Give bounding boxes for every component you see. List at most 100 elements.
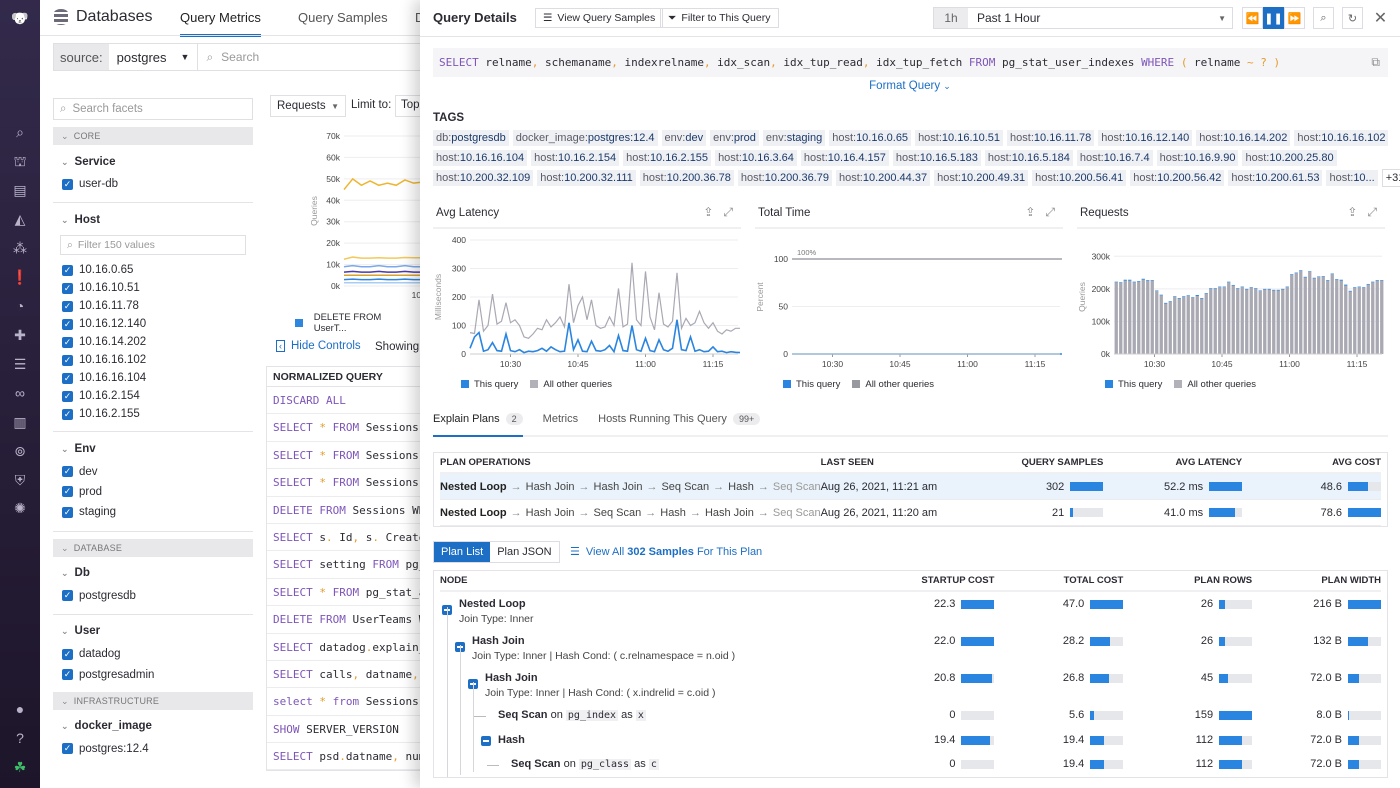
- checkbox-checked[interactable]: ✓: [62, 336, 73, 348]
- facet-value[interactable]: ✓ 10.16.2.154: [53, 387, 253, 405]
- column-header[interactable]: PLAN WIDTH: [1321, 575, 1381, 586]
- query-row[interactable]: SELECT * FROM Sessions W: [267, 414, 455, 442]
- tag[interactable]: host:10.16.5.184: [984, 150, 1073, 166]
- plugins-icon[interactable]: ✚: [14, 327, 26, 343]
- tag[interactable]: host:10.200.56.42: [1130, 170, 1225, 186]
- facet-value[interactable]: ✓ user-db: [53, 174, 253, 194]
- facet-value[interactable]: ✓ 10.16.12.140: [53, 315, 253, 333]
- export-icon[interactable]: ⇪: [703, 205, 714, 219]
- facet-value[interactable]: ✓ 10.16.16.102: [53, 351, 253, 369]
- legend-item[interactable]: This query: [1105, 379, 1162, 390]
- facet-host[interactable]: ⌄ Host: [53, 207, 253, 232]
- column-header[interactable]: QUERY SAMPLES: [1021, 457, 1104, 468]
- tag[interactable]: host:10.200.56.41: [1032, 170, 1127, 186]
- column-header[interactable]: AVG LATENCY: [1175, 457, 1243, 468]
- forward-button[interactable]: ⏩: [1284, 7, 1305, 29]
- facet-value[interactable]: ✓ 10.16.16.104: [53, 369, 253, 387]
- checkbox-checked[interactable]: ✓: [62, 300, 73, 312]
- tab-metrics[interactable]: Metrics: [543, 413, 578, 437]
- column-header[interactable]: AVG COST: [1332, 457, 1382, 468]
- facet-env[interactable]: ⌄ Env: [53, 436, 253, 461]
- facet-service[interactable]: ⌄ Service: [53, 149, 253, 174]
- checkbox-checked[interactable]: ✓: [62, 354, 73, 366]
- checkbox-checked[interactable]: ✓: [62, 590, 73, 602]
- legend-item[interactable]: DELETE FROM UserT...: [313, 312, 382, 334]
- user-avatar[interactable]: ☘: [13, 759, 27, 775]
- facet-value[interactable]: ✓ 10.16.0.65: [53, 261, 253, 279]
- tag[interactable]: host:10.16.16.104: [433, 150, 528, 166]
- tag[interactable]: host:10.200.32.109: [433, 170, 534, 186]
- monitors-icon[interactable]: ❗: [11, 269, 29, 285]
- tag[interactable]: host:10.16.0.65: [829, 130, 912, 146]
- metrics-icon[interactable]: ◭: [14, 211, 26, 227]
- query-row[interactable]: SELECT calls, datname, I: [267, 661, 455, 689]
- tag[interactable]: env:prod: [710, 130, 759, 146]
- search-input[interactable]: ⌕ Search: [198, 50, 259, 65]
- checkbox-checked[interactable]: ✓: [62, 743, 73, 755]
- notebook-icon[interactable]: ▥: [13, 414, 27, 430]
- tag[interactable]: host:10.16.10.51: [915, 130, 1004, 146]
- apm-icon[interactable]: ◔: [15, 298, 25, 314]
- format-query-button[interactable]: Format Query ⌄: [420, 80, 1400, 92]
- export-icon[interactable]: ⇪: [1347, 205, 1358, 219]
- checkbox-checked[interactable]: ✓: [62, 318, 73, 330]
- checkbox-checked[interactable]: ✓: [62, 506, 73, 518]
- facet-value[interactable]: ✓ 10.16.14.202: [53, 333, 253, 351]
- facet-value[interactable]: ✓ dev: [53, 461, 253, 481]
- facet-value[interactable]: ✓ staging: [53, 502, 253, 522]
- checkbox-checked[interactable]: ✓: [62, 408, 73, 420]
- facet-value[interactable]: ✓ prod: [53, 482, 253, 502]
- query-row[interactable]: DISCARD ALL: [267, 387, 455, 415]
- tag[interactable]: host:10.200.61.53: [1228, 170, 1323, 186]
- expand-icon[interactable]: ⤢: [723, 205, 733, 219]
- search-icon[interactable]: ⌕: [16, 124, 24, 140]
- tag[interactable]: host:10.200.25.80: [1242, 150, 1337, 166]
- query-row[interactable]: SELECT * FROM Sessions W: [267, 469, 455, 497]
- hide-controls-button[interactable]: ‹ Hide Controls: [276, 340, 361, 352]
- column-header[interactable]: STARTUP COST: [921, 575, 995, 586]
- tab-hosts-running-this-query[interactable]: Hosts Running This Query 99+: [598, 413, 761, 437]
- plan-json-button[interactable]: Plan JSON: [497, 546, 552, 558]
- logs-icon[interactable]: ☰: [13, 356, 27, 372]
- expand-icon[interactable]: ⤢: [1045, 205, 1055, 219]
- query-row[interactable]: DELETE FROM UserTeams WH: [267, 606, 455, 634]
- facet-value[interactable]: ✓ 10.16.10.51: [53, 279, 253, 297]
- legend-item[interactable]: This query: [783, 379, 840, 390]
- query-row[interactable]: SELECT psd.datname, numb: [267, 743, 455, 771]
- source-select[interactable]: postgres ▼: [109, 44, 199, 70]
- tag[interactable]: host:10...: [1326, 170, 1378, 186]
- tag[interactable]: host:10.200.32.111: [537, 170, 636, 186]
- filter-to-query-button[interactable]: ⏷ Filter to This Query: [660, 8, 779, 28]
- refresh-icon[interactable]: ↻: [1342, 7, 1363, 29]
- column-header[interactable]: NODE: [440, 575, 468, 586]
- tag[interactable]: env:dev: [661, 130, 707, 146]
- facet-filter-input[interactable]: ⌕ Filter 150 values: [60, 235, 246, 256]
- checkbox-checked[interactable]: ✓: [62, 282, 73, 294]
- tag[interactable]: host:10.16.9.90: [1156, 150, 1239, 166]
- dashboard-icon[interactable]: ▤: [13, 182, 27, 198]
- expand-icon[interactable]: ⤢: [1367, 205, 1377, 219]
- legend-item[interactable]: This query: [461, 379, 518, 390]
- integrations-icon[interactable]: ⁂: [13, 240, 27, 256]
- zoom-out-icon[interactable]: ⌕: [1313, 7, 1334, 29]
- plan-row[interactable]: Nested Loop → Hash Join → Hash Join → Seq Scan…: [440, 474, 1382, 500]
- facet-value[interactable]: ✓ postgresadmin: [53, 664, 253, 684]
- checkbox-checked[interactable]: ✓: [62, 466, 73, 478]
- rewind-button[interactable]: ⏪: [1242, 7, 1263, 29]
- tab-query-metrics[interactable]: Query Metrics: [180, 10, 261, 37]
- checkbox-checked[interactable]: ✓: [62, 372, 73, 384]
- checkbox-checked[interactable]: ✓: [62, 669, 73, 681]
- tag[interactable]: host:10.200.36.78: [639, 170, 734, 186]
- collapse-icon[interactable]: [481, 735, 491, 746]
- query-row[interactable]: SELECT * FROM Sessions w: [267, 442, 455, 470]
- security-scan-icon[interactable]: ⊚: [14, 443, 26, 459]
- tag[interactable]: host:10.16.12.140: [1098, 130, 1193, 146]
- facet-docker_image[interactable]: ⌄ docker_image: [53, 714, 253, 739]
- column-header[interactable]: LAST SEEN: [820, 457, 874, 468]
- column-header[interactable]: PLAN OPERATIONS: [440, 457, 531, 468]
- column-header[interactable]: NORMALIZED QUERY: [267, 367, 455, 387]
- facet-value[interactable]: ✓ 10.16.2.155: [53, 405, 253, 423]
- tag[interactable]: host:10.16.5.183: [892, 150, 981, 166]
- checkbox-checked[interactable]: ✓: [62, 264, 73, 276]
- tab-query-samples[interactable]: Query Samples: [298, 10, 388, 25]
